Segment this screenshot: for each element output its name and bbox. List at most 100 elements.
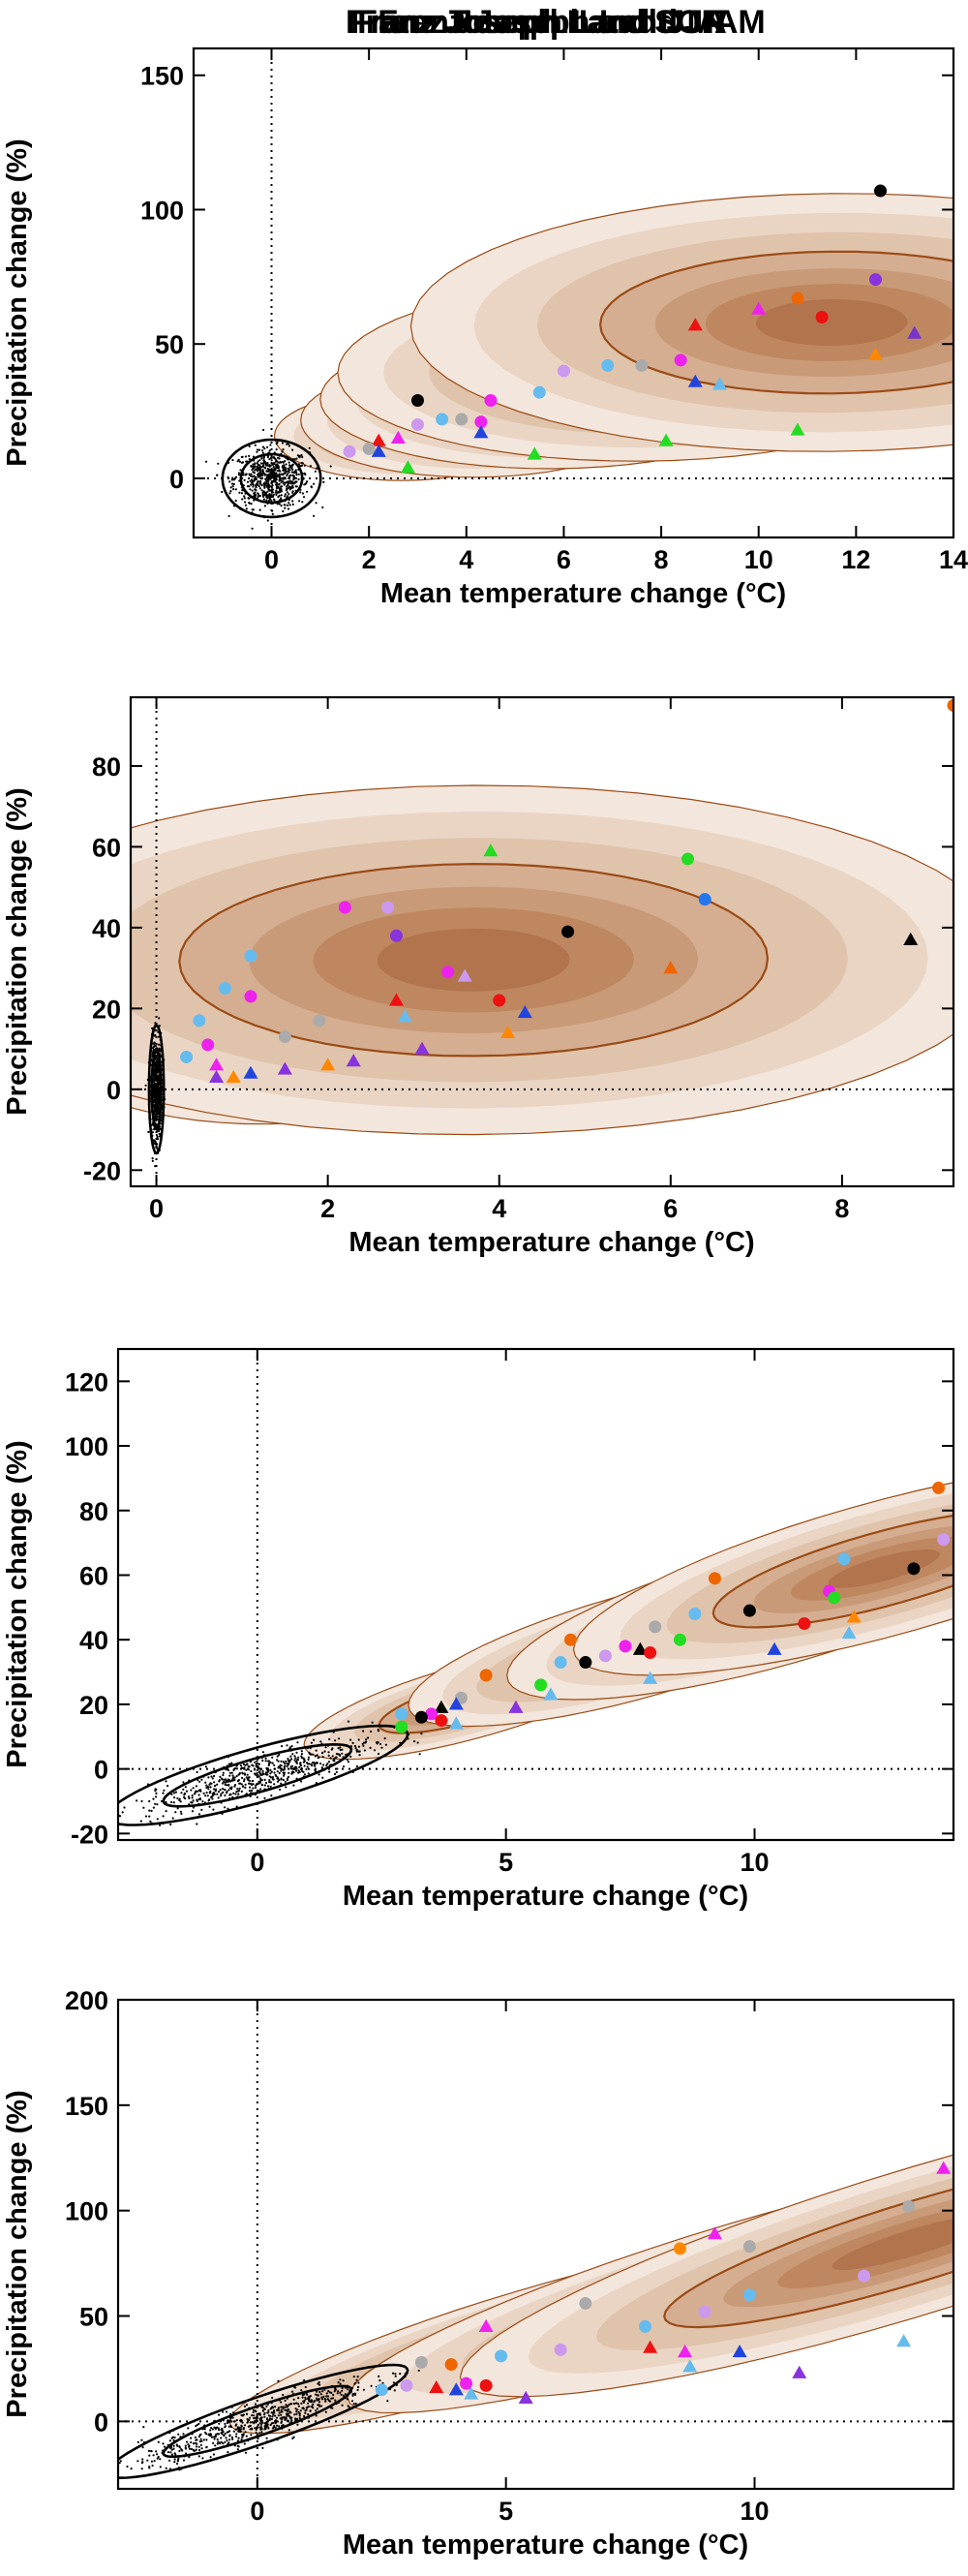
- baseline-sample: [339, 2392, 341, 2394]
- baseline-sample: [249, 2428, 251, 2430]
- baseline-sample: [287, 493, 289, 495]
- baseline-sample: [220, 2437, 222, 2438]
- baseline-sample: [166, 1785, 168, 1787]
- baseline-sample: [259, 1777, 261, 1779]
- baseline-sample: [273, 2425, 275, 2427]
- baseline-sample: [271, 2406, 273, 2407]
- baseline-sample: [224, 2435, 226, 2437]
- baseline-sample: [286, 485, 287, 487]
- baseline-sample: [207, 1794, 209, 1796]
- baseline-sample: [231, 2417, 233, 2419]
- baseline-sample: [156, 1099, 158, 1101]
- baseline-sample: [280, 1770, 282, 1772]
- baseline-sample: [228, 1763, 230, 1764]
- baseline-sample: [281, 1745, 283, 1747]
- baseline-sample: [236, 1775, 238, 1777]
- model-point-circle: [675, 353, 687, 366]
- model-point-circle: [558, 364, 570, 377]
- baseline-sample: [145, 1815, 147, 1817]
- baseline-sample: [66, 1842, 68, 1844]
- model-point-circle: [180, 1051, 193, 1063]
- baseline-sample: [279, 503, 281, 505]
- baseline-sample: [236, 1767, 238, 1769]
- baseline-sample: [295, 1752, 297, 1754]
- model-point-circle: [533, 386, 546, 399]
- baseline-sample: [341, 2390, 343, 2392]
- baseline-sample: [226, 2410, 227, 2412]
- model-point-circle: [709, 1572, 721, 1584]
- baseline-sample: [178, 1799, 180, 1801]
- baseline-sample: [253, 508, 255, 510]
- y-tick-label: 40: [92, 914, 121, 943]
- baseline-sample: [269, 485, 271, 487]
- baseline-sample: [146, 2460, 148, 2462]
- baseline-sample: [234, 1793, 236, 1794]
- baseline-sample: [308, 1757, 310, 1759]
- baseline-sample: [318, 2406, 320, 2407]
- baseline-sample: [291, 1745, 293, 1747]
- baseline-sample: [261, 473, 263, 475]
- baseline-sample: [265, 1782, 267, 1784]
- y-tick-label: 200: [65, 1986, 108, 2015]
- baseline-sample: [246, 1763, 248, 1765]
- baseline-sample: [238, 492, 240, 494]
- baseline-sample: [245, 461, 247, 463]
- baseline-sample: [163, 1790, 165, 1792]
- baseline-sample: [212, 2442, 214, 2444]
- baseline-sample: [342, 2405, 344, 2407]
- baseline-sample: [282, 2407, 284, 2409]
- baseline-sample: [222, 1788, 224, 1790]
- baseline-sample: [237, 1794, 239, 1795]
- baseline-sample: [280, 485, 282, 487]
- baseline-sample: [297, 2403, 299, 2405]
- baseline-sample: [370, 1731, 372, 1733]
- baseline-sample: [220, 1793, 222, 1794]
- baseline-sample: [210, 2456, 212, 2458]
- baseline-sample: [198, 2446, 200, 2448]
- baseline-sample: [122, 1811, 124, 1813]
- baseline-sample: [351, 2400, 353, 2402]
- baseline-sample: [285, 1786, 287, 1788]
- baseline-sample: [256, 1761, 257, 1763]
- baseline-sample: [232, 1793, 234, 1794]
- baseline-sample: [287, 473, 288, 475]
- baseline-sample: [262, 494, 264, 496]
- baseline-sample: [219, 1779, 221, 1781]
- baseline-sample: [264, 481, 266, 483]
- baseline-sample: [265, 495, 267, 497]
- baseline-sample: [304, 465, 306, 467]
- baseline-sample: [257, 2424, 259, 2426]
- baseline-sample: [213, 1788, 215, 1790]
- baseline-sample: [273, 1783, 275, 1785]
- baseline-sample: [269, 1772, 271, 1774]
- density-contour: [378, 929, 570, 992]
- baseline-sample: [269, 1769, 271, 1771]
- baseline-sample: [300, 1756, 302, 1758]
- baseline-sample: [198, 1781, 200, 1783]
- model-point-circle: [411, 418, 424, 431]
- baseline-sample: [277, 496, 279, 498]
- baseline-sample: [174, 2452, 176, 2454]
- baseline-sample: [311, 2406, 313, 2407]
- baseline-sample: [265, 485, 267, 487]
- baseline-sample: [370, 1747, 372, 1749]
- baseline-sample: [308, 2406, 310, 2407]
- baseline-sample: [229, 1794, 231, 1795]
- baseline-sample: [174, 2458, 176, 2460]
- baseline-sample: [254, 464, 256, 466]
- baseline-sample: [164, 2446, 166, 2448]
- baseline-sample: [153, 1075, 155, 1077]
- model-point-circle: [635, 359, 648, 372]
- baseline-sample: [334, 1739, 336, 1741]
- baseline-sample: [280, 497, 282, 499]
- baseline-sample: [385, 1744, 387, 1746]
- baseline-sample: [198, 2449, 200, 2451]
- baseline-sample: [320, 2393, 322, 2395]
- baseline-sample: [417, 1741, 419, 1743]
- baseline-sample: [231, 2438, 233, 2440]
- baseline-sample: [249, 1790, 251, 1792]
- baseline-sample: [212, 1809, 214, 1811]
- baseline-sample: [292, 475, 294, 476]
- baseline-sample: [156, 1803, 158, 1805]
- baseline-sample: [358, 1738, 360, 1740]
